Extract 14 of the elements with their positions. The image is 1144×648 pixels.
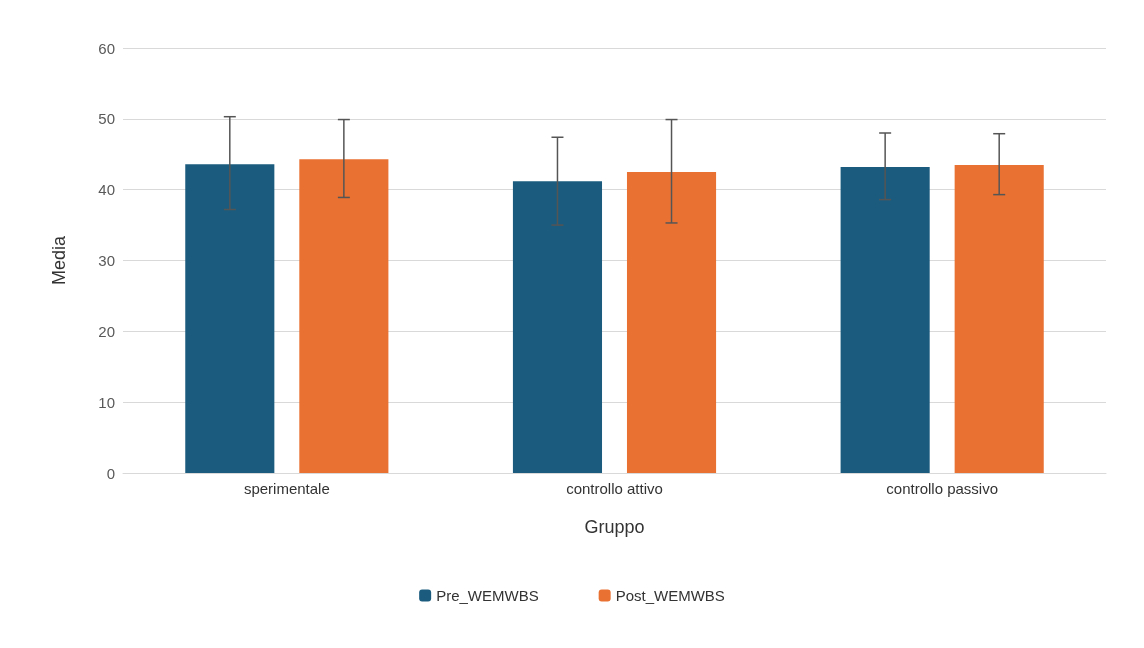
y-tick-label: 20: [98, 322, 115, 340]
legend-label: Pre_WEMWBS: [436, 587, 539, 604]
y-tick-label: 10: [98, 393, 115, 411]
y-tick-label: 30: [98, 252, 115, 269]
x-axis-title: Gruppo: [584, 517, 645, 537]
y-tick-label: 0: [106, 464, 115, 482]
legend-label: Post_WEMWBS: [615, 587, 725, 604]
y-axis-title: Media: [49, 235, 69, 286]
y-tick-label: 40: [98, 181, 115, 199]
x-tick-label: sperimentale: [243, 480, 330, 497]
x-tick-label: controllo attivo: [566, 480, 663, 497]
y-tick-label: 60: [98, 39, 115, 57]
x-tick-label: controllo passivo: [886, 480, 999, 497]
y-tick-label: 50: [98, 110, 115, 128]
